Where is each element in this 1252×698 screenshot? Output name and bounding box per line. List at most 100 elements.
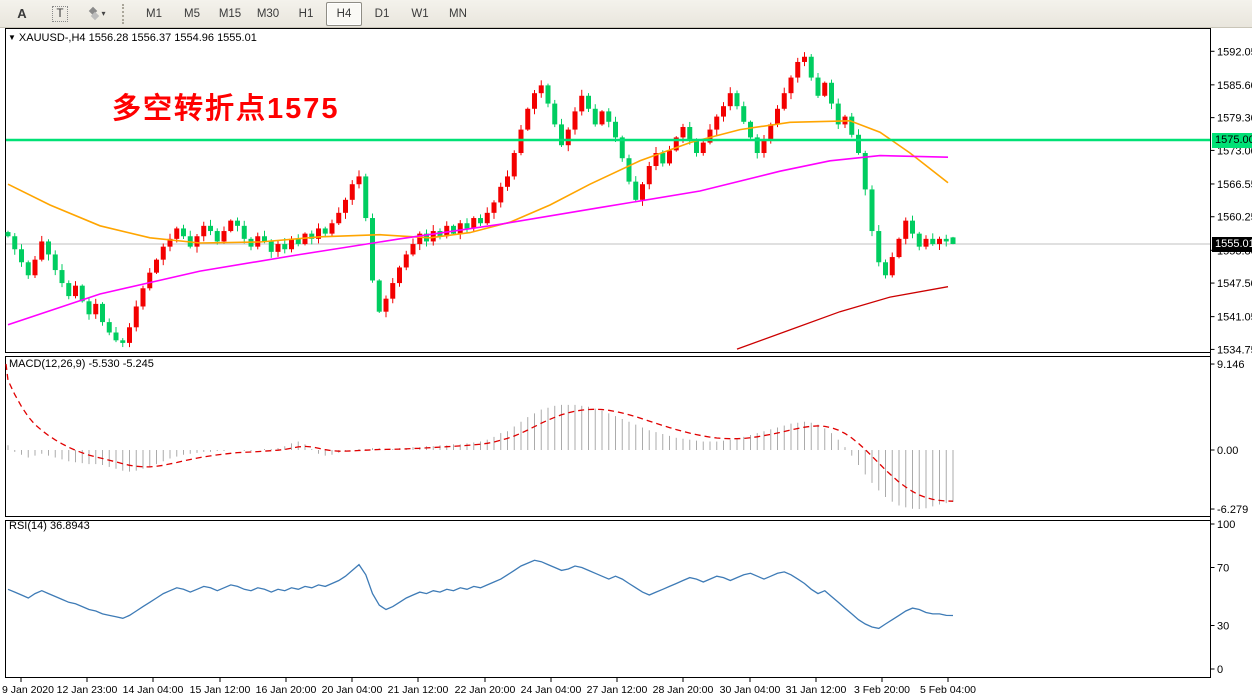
time-tick-label: 31 Jan 12:00: [786, 684, 847, 696]
axis-tick-label: 1566.55: [1217, 179, 1252, 191]
candle-body: [484, 212, 490, 224]
candle-body: [120, 340, 126, 343]
candle-body: [498, 186, 504, 203]
objects-tool-button[interactable]: ▾: [80, 2, 116, 26]
candle-body: [39, 241, 45, 260]
candle-body: [356, 176, 362, 185]
candle-body: [795, 61, 801, 78]
tf-button-H1[interactable]: H1: [298, 7, 314, 20]
symbol-timeframe-label: XAUUSD-,H4: [18, 32, 86, 44]
tf-button-W1[interactable]: W1: [411, 7, 429, 20]
candle-body: [221, 231, 227, 242]
candle-body: [140, 288, 146, 307]
candle-body: [457, 223, 463, 234]
candle-body: [626, 158, 632, 182]
candle-body: [73, 285, 78, 297]
axis-tick-label: 1547.50: [1217, 278, 1252, 290]
ma-slow-line: [736, 286, 949, 350]
candle-body: [775, 108, 780, 125]
candle-body: [349, 184, 355, 200]
time-tick-label: 9 Jan 2020: [2, 684, 54, 696]
ma-mid-line: [7, 154, 949, 326]
tf-button-M15[interactable]: M15: [218, 7, 242, 20]
candle-body: [808, 56, 814, 78]
macd-indicator-label: MACD(12,26,9) -5.530 -5.245: [9, 358, 154, 370]
tf-button-M30[interactable]: M30: [256, 7, 280, 20]
candle-body: [5, 232, 11, 237]
tf-button-D1[interactable]: D1: [374, 7, 390, 20]
candle-body: [869, 189, 875, 232]
candle-body: [410, 244, 416, 255]
candle-body: [79, 285, 85, 302]
main-panel[interactable]: [5, 28, 1211, 353]
candle-body: [822, 82, 828, 96]
tf-button-M5[interactable]: M5: [184, 7, 200, 20]
macd-panel[interactable]: [5, 356, 1211, 517]
candle-body: [113, 332, 119, 341]
candle-body: [545, 85, 551, 104]
macd-signal-line: [5, 363, 954, 502]
chart-svg[interactable]: 1592.05 1585.60 1579.30 1573.00 1566.55 1560.…: [0, 28, 1252, 698]
chevron-down-icon[interactable]: ▼: [8, 33, 16, 42]
arrow-cursor-button[interactable]: A: [4, 2, 40, 26]
current-price-badge: 1555.01: [1212, 237, 1252, 252]
text-tool-icon: T: [52, 5, 68, 22]
candle-body: [734, 93, 740, 107]
candle-body: [322, 228, 328, 234]
candle-body: [815, 77, 821, 96]
candle-body: [59, 270, 65, 284]
candle-body: [896, 238, 902, 258]
candle-body: [464, 223, 470, 229]
rsi-line: [7, 559, 954, 630]
candle-body: [788, 77, 794, 94]
candle-body: [943, 238, 949, 242]
candle-body: [241, 225, 247, 239]
candle-body: [66, 283, 72, 297]
candle-body: [653, 153, 659, 167]
time-tick-label: 5 Feb 04:00: [920, 684, 976, 696]
price-axis[interactable]: 1592.05 1585.60 1579.30 1573.00 1566.55 1560.…: [1210, 28, 1252, 678]
candle-body: [289, 238, 294, 250]
candle-body: [754, 137, 760, 154]
candle-body: [633, 181, 639, 200]
axis-tick-label: 70: [1217, 563, 1229, 575]
candle-body: [491, 202, 497, 213]
candle-body: [505, 176, 510, 187]
text-tool-button[interactable]: T: [42, 2, 78, 26]
candle-body: [802, 56, 807, 62]
candle-body: [849, 116, 855, 135]
toolbar-grip-handle[interactable]: [122, 3, 128, 24]
candle-body: [930, 238, 936, 245]
candle-body: [133, 306, 139, 328]
candle-body: [309, 233, 315, 239]
candle-body: [707, 129, 713, 143]
candle-body: [19, 249, 24, 263]
time-tick-label: 16 Jan 20:00: [256, 684, 317, 696]
candle-body: [100, 303, 105, 323]
candle-body: [856, 134, 861, 154]
candle-body: [559, 124, 564, 146]
candle-body: [599, 111, 605, 125]
rsi-panel[interactable]: [5, 520, 1211, 678]
candle-body: [383, 298, 389, 312]
candle-body: [46, 241, 51, 255]
candle-body: [511, 153, 517, 177]
candle-body: [181, 228, 186, 237]
candle-body: [768, 124, 774, 140]
candle-body: [579, 95, 585, 112]
candle-body: [700, 142, 706, 154]
chart-annotation-text[interactable]: 多空转折点1575: [112, 93, 340, 125]
candle-body: [552, 103, 558, 125]
candle-body: [228, 220, 234, 232]
time-tick-label: 30 Jan 04:00: [720, 684, 781, 696]
candle-body: [417, 233, 423, 245]
candle-body: [93, 303, 99, 315]
candle-body: [390, 283, 396, 299]
hline-price-badge[interactable]: 1575.00: [1212, 133, 1252, 148]
tf-button-H4[interactable]: H4: [326, 1, 362, 26]
time-axis[interactable]: 9 Jan 2020 12 Jan 23:00 14 Jan 04:00 15 Jan…: [2, 677, 976, 697]
tf-button-M1[interactable]: M1: [146, 7, 162, 20]
chart-title[interactable]: ▼ XAUUSD-,H4 1556.28 1556.37 1554.96 1555…: [8, 32, 257, 44]
tf-button-MN[interactable]: MN: [449, 7, 467, 20]
candle-body: [86, 301, 92, 315]
